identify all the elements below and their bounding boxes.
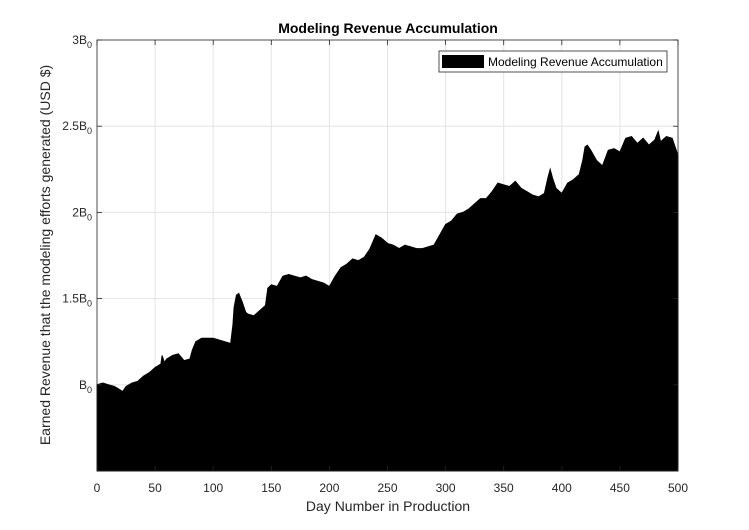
x-tick-label: 0 [94, 481, 101, 495]
axis-ticks [96, 39, 679, 471]
x-tick-label: 50 [148, 481, 162, 495]
chart-title: Modeling Revenue Accumulation [278, 20, 498, 36]
legend: Modeling Revenue Accumulation [438, 50, 668, 73]
x-tick-label: 450 [610, 481, 630, 495]
y-tick-label: B0 [79, 378, 92, 395]
x-tick-label: 400 [552, 481, 572, 495]
legend-box [438, 50, 668, 73]
y-tick-label: 3B0 [72, 33, 92, 50]
y-tick-label: 2.5B0 [62, 119, 92, 136]
y-tick-label: 2B0 [72, 205, 92, 222]
area-series-layer [96, 129, 679, 472]
x-tick-label: 250 [377, 481, 397, 495]
y-tick-labels: B0 1.5B0 2B0 2.5B0 3B0 [62, 33, 92, 395]
legend-entry-label: Modeling Revenue Accumulation [488, 55, 663, 69]
area-series [96, 129, 679, 472]
x-tick-label: 150 [261, 481, 281, 495]
x-tick-label: 350 [494, 481, 514, 495]
x-tick-label: 200 [319, 481, 339, 495]
x-tick-label: 300 [436, 481, 456, 495]
x-tick-label: 500 [668, 481, 688, 495]
x-tick-label: 100 [203, 481, 223, 495]
y-tick-label: 1.5B0 [62, 292, 92, 309]
x-tick-labels: 0 50 100 150 200 250 300 350 400 450 500 [94, 481, 689, 495]
y-axis-label: Earned Revenue that the modeling efforts… [37, 65, 53, 445]
x-axis-label: Day Number in Production [306, 498, 470, 514]
legend-swatch [442, 55, 484, 68]
